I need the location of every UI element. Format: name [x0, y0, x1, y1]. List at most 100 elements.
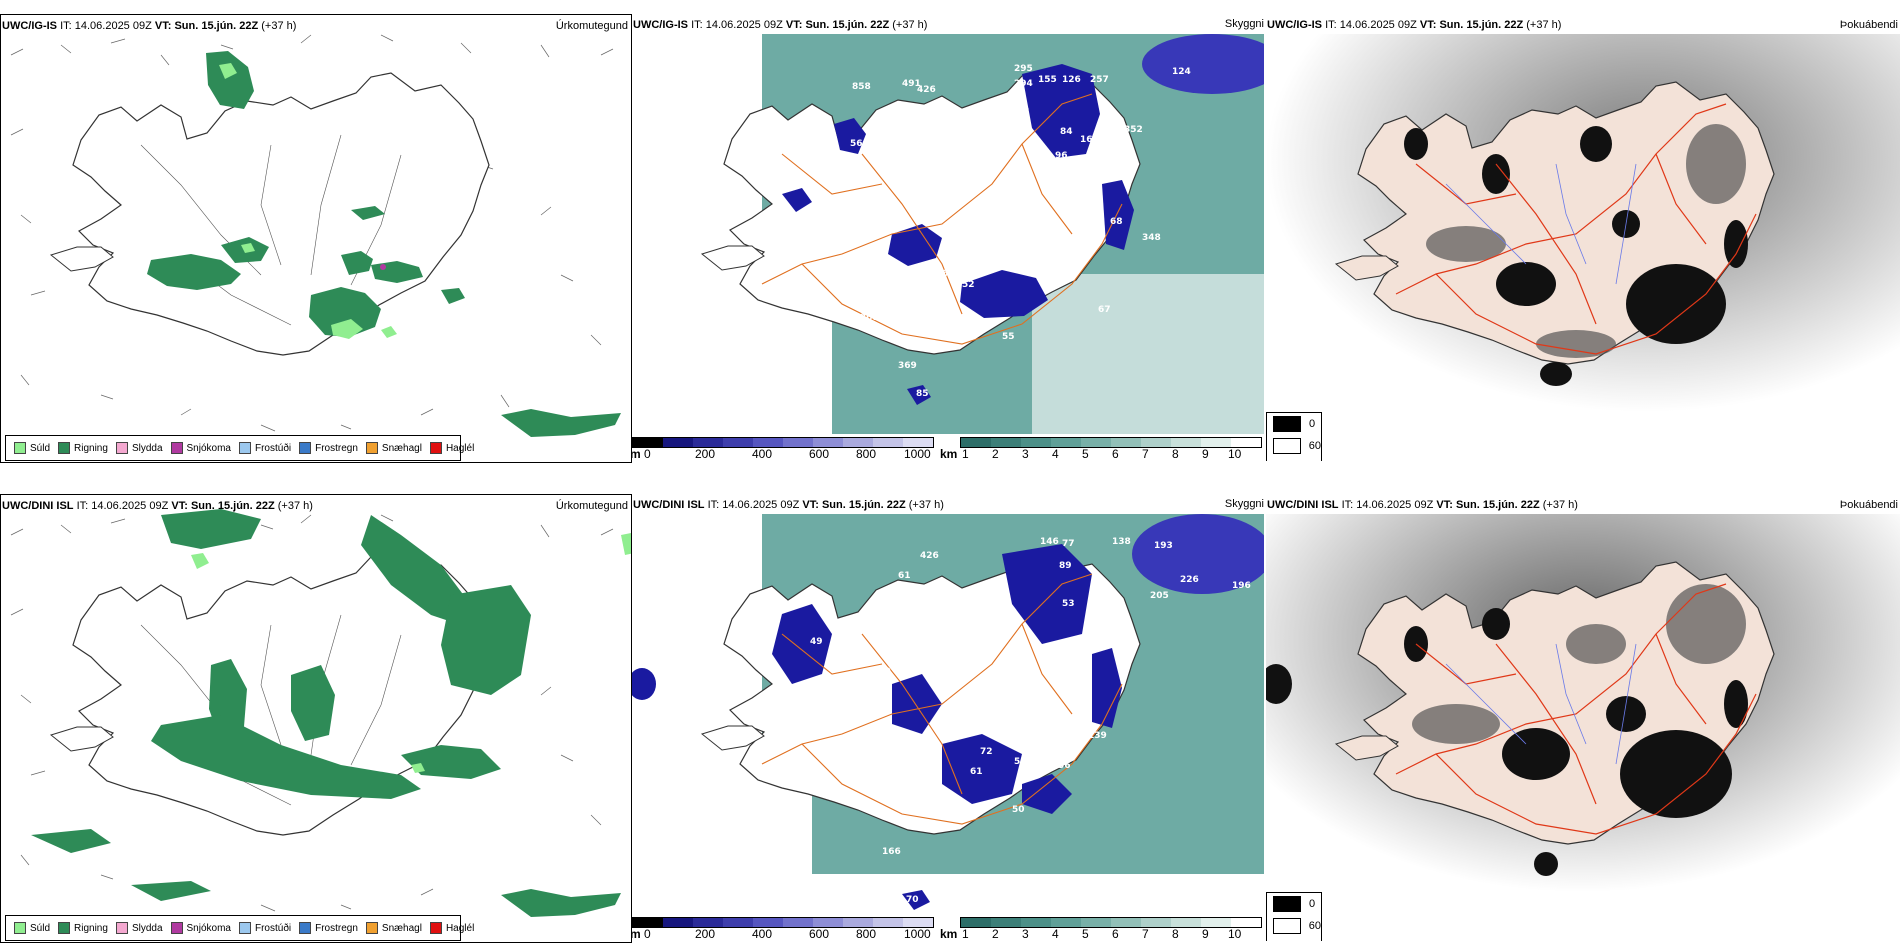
- it-label: IT:: [707, 499, 720, 511]
- legend-item-sald: Súld: [14, 922, 50, 934]
- panel-title: Skyggni: [1224, 18, 1264, 30]
- height-tick: 800: [856, 927, 877, 941]
- label-50: 50: [1012, 805, 1025, 815]
- vis-tick: 4: [1052, 927, 1059, 941]
- fog-legend-high: 60: [1308, 440, 1321, 452]
- vis-tick: 1: [962, 927, 969, 941]
- label-414: 414: [924, 105, 943, 115]
- legend-item-haglel: Haglél: [429, 922, 474, 934]
- it-label: IT:: [691, 19, 703, 31]
- label-126: 126: [1062, 75, 1081, 85]
- label-295: 295: [1014, 64, 1033, 74]
- height-tick: 0: [644, 447, 651, 461]
- fog-map-canvas: [1266, 34, 1900, 454]
- lead-time: (+37 h): [261, 20, 297, 32]
- label-56: 56: [850, 139, 863, 149]
- panel-title: Skyggni: [1224, 498, 1264, 510]
- vis-tick: 2: [992, 927, 999, 941]
- legend-item-rigning: Rigning: [58, 922, 108, 934]
- label-67: 67: [1098, 305, 1111, 315]
- vis-tick: 5: [1082, 447, 1089, 461]
- height-tick: 200: [695, 927, 716, 941]
- vt-label: VT:: [171, 500, 188, 512]
- panel-title: Þokuábendi: [1839, 499, 1898, 511]
- label-138: 138: [872, 703, 891, 713]
- label-40: 40: [908, 761, 921, 771]
- label-83: 83: [1017, 107, 1030, 117]
- panel-header: UWC/DINI ISL IT: 14.06.2025 09Z VT: Sun.…: [2, 500, 313, 514]
- legend-item-haglel: Haglél: [429, 442, 474, 454]
- label-53b: 53: [1014, 757, 1027, 767]
- label-165: 165: [1080, 135, 1099, 145]
- legend-item-snjokoma: Snjókoma: [170, 922, 231, 934]
- label-58: 58: [1012, 683, 1025, 693]
- vis-tick: 1: [962, 447, 969, 461]
- legend-item-rigning: Rigning: [58, 442, 108, 454]
- cloud-base-labels-top: 858 491 426 295 126 257 124 294 155 414 …: [782, 64, 1191, 399]
- label-858: 858: [852, 82, 871, 92]
- label-196: 196: [1232, 581, 1251, 591]
- label-84: 84: [1060, 127, 1073, 137]
- legend-item-snaehagl: Snæhagl: [365, 442, 422, 454]
- vis-unit: km: [940, 447, 958, 461]
- fog-legend-high: 60: [1308, 920, 1321, 932]
- label-352: 352: [1124, 125, 1143, 135]
- label-166: 166: [882, 847, 901, 857]
- model-name: UWC/DINI ISL: [633, 499, 705, 511]
- label-49: 49: [810, 637, 823, 647]
- legend-item-frostudi: Frostúði: [238, 442, 291, 454]
- label-80: 80: [1100, 587, 1113, 597]
- fog-legend-low: 0: [1309, 418, 1316, 430]
- it-label: IT:: [76, 500, 89, 512]
- legend-item-snjokoma: Snjókoma: [170, 442, 231, 454]
- label-14: 14: [1022, 187, 1035, 197]
- label-56b: 56: [972, 327, 985, 337]
- label-155: 155: [1038, 75, 1057, 85]
- vis-tick: 7: [1142, 447, 1149, 461]
- lead-time: (+37 h): [1542, 499, 1578, 511]
- label-348: 348: [1142, 233, 1161, 243]
- vt-label: VT:: [1419, 19, 1437, 31]
- panel-header: UWC/DINI ISL IT: 14.06.2025 09Z VT: Sun.…: [633, 499, 944, 513]
- fog-map-canvas: [1266, 514, 1900, 934]
- label-61: 61: [898, 571, 911, 581]
- lead-time: (+37 h): [908, 499, 944, 511]
- visibility-map-canvas: 146 77 138 426 193 89 226 205 196 61 53 …: [632, 514, 1264, 934]
- legend-item-sald: Súld: [14, 442, 50, 454]
- panel-header: UWC/IG-IS IT: 14.06.2025 09Z VT: Sun. 15…: [633, 19, 927, 33]
- vis-tick: 10: [1228, 447, 1242, 461]
- model-name: UWC/DINI ISL: [1267, 499, 1339, 511]
- label-89: 89: [1059, 561, 1072, 571]
- label-70: 70: [906, 895, 919, 905]
- label-52: 52: [872, 273, 885, 283]
- valid-time: Sun. 15.jún. 22Z: [821, 499, 906, 511]
- label-426: 426: [917, 85, 936, 95]
- cloud-base-labels-bottom: 146 77 138 426 193 89 226 205 196 61 53 …: [782, 537, 1251, 905]
- legend-item-snaehagl: Snæhagl: [365, 922, 422, 934]
- vis-tick: 9: [1202, 447, 1209, 461]
- label-68: 68: [1110, 217, 1123, 227]
- label-56: 56: [1058, 761, 1071, 771]
- label-226: 226: [1180, 575, 1199, 585]
- label-220: 220: [822, 217, 841, 227]
- vis-tick: 9: [1202, 927, 1209, 941]
- it-label: IT:: [60, 20, 72, 32]
- vis-tick: 7: [1142, 927, 1149, 941]
- vis-tick: 6: [1112, 447, 1119, 461]
- label-60: 60: [818, 717, 831, 727]
- legend-item-slydda: Slydda: [115, 442, 163, 454]
- label-338: 338: [838, 237, 857, 247]
- precip-legend: Súld Rigning Slydda Snjókoma Frostúði Fr…: [5, 435, 474, 461]
- lead-time: (+37 h): [892, 19, 928, 31]
- model-name: UWC/IG-IS: [1267, 19, 1322, 31]
- label-68: 68: [836, 719, 849, 729]
- lead-time: (+37 h): [277, 500, 313, 512]
- label-47: 47: [932, 667, 945, 677]
- label-301: 301: [860, 313, 879, 323]
- height-tick: 400: [752, 447, 773, 461]
- label-87: 87: [950, 671, 963, 681]
- legend-item-frostregn: Frostregn: [299, 922, 358, 934]
- label-44: 44: [782, 599, 795, 609]
- fog-legend: 0 60: [1266, 412, 1322, 461]
- valid-time: Sun. 15.jún. 22Z: [805, 19, 890, 31]
